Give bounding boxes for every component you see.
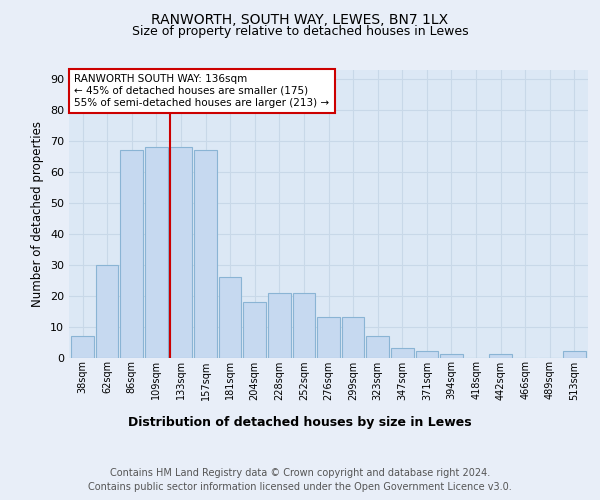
Bar <box>490 354 512 358</box>
Y-axis label: Number of detached properties: Number of detached properties <box>31 120 44 306</box>
Bar <box>170 148 192 358</box>
Bar <box>563 352 586 358</box>
Bar <box>416 352 438 358</box>
Bar <box>96 265 118 358</box>
Bar <box>219 277 241 357</box>
Bar <box>145 148 167 358</box>
Text: Distribution of detached houses by size in Lewes: Distribution of detached houses by size … <box>128 416 472 429</box>
Bar <box>71 336 94 357</box>
Bar <box>194 150 217 358</box>
Bar <box>121 150 143 358</box>
Bar <box>244 302 266 358</box>
Bar <box>391 348 413 358</box>
Text: Contains HM Land Registry data © Crown copyright and database right 2024.
Contai: Contains HM Land Registry data © Crown c… <box>88 468 512 492</box>
Bar <box>293 292 315 358</box>
Text: RANWORTH SOUTH WAY: 136sqm
← 45% of detached houses are smaller (175)
55% of sem: RANWORTH SOUTH WAY: 136sqm ← 45% of deta… <box>74 74 329 108</box>
Bar <box>440 354 463 358</box>
Text: RANWORTH, SOUTH WAY, LEWES, BN7 1LX: RANWORTH, SOUTH WAY, LEWES, BN7 1LX <box>151 12 449 26</box>
Text: Size of property relative to detached houses in Lewes: Size of property relative to detached ho… <box>131 25 469 38</box>
Bar <box>317 318 340 358</box>
Bar <box>342 318 364 358</box>
Bar <box>268 292 290 358</box>
Bar <box>367 336 389 357</box>
